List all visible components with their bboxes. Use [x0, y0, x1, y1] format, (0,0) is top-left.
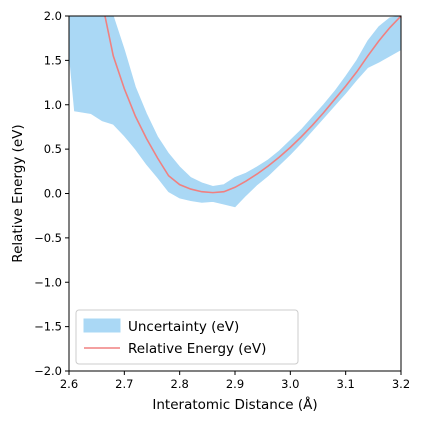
energy-line: [104, 16, 401, 194]
y-tick-label: 1.5: [44, 53, 62, 67]
x-tick-label: 2.9: [226, 377, 244, 391]
uncertainty-band-layer: [69, 16, 401, 208]
uncertainty-band: [69, 16, 401, 208]
legend-box: [75, 309, 299, 365]
legend-label-energy: Relative Energy (eV): [128, 341, 266, 357]
x-tick-label: 3.1: [337, 377, 355, 391]
x-tick-label: 2.7: [115, 377, 133, 391]
y-tick-label: 2.0: [44, 9, 62, 23]
legend-label-uncertainty: Uncertainty (eV): [128, 319, 239, 335]
y-tick-label: 0.0: [44, 187, 62, 201]
legend-swatch-uncertainty: [83, 318, 121, 333]
x-axis-label: Interatomic Distance (Å): [152, 396, 317, 413]
y-tick-label: 1.0: [44, 98, 62, 112]
y-tick-label: −0.5: [34, 231, 62, 245]
x-tick-label: 2.6: [60, 377, 78, 391]
y-tick-label: 0.5: [44, 142, 62, 156]
x-ticks: 2.6 2.7 2.8 2.9 3.0 3.1 3.2: [60, 371, 410, 391]
x-tick-label: 3.0: [281, 377, 299, 391]
y-tick-label: −2.0: [34, 364, 62, 378]
x-tick-label: 3.2: [392, 377, 410, 391]
y-tick-label: −1.5: [34, 320, 62, 334]
y-tick-label: −1.0: [34, 275, 62, 289]
y-ticks: −2.0 −1.5 −1.0 −0.5 0.0 0.5 1.0 1.5 2.0: [34, 9, 69, 378]
x-tick-label: 2.8: [171, 377, 189, 391]
legend: Uncertainty (eV) Relative Energy (eV): [75, 309, 299, 365]
y-axis-label: Relative Energy (eV): [10, 124, 26, 262]
energy-line-layer: [104, 16, 401, 194]
